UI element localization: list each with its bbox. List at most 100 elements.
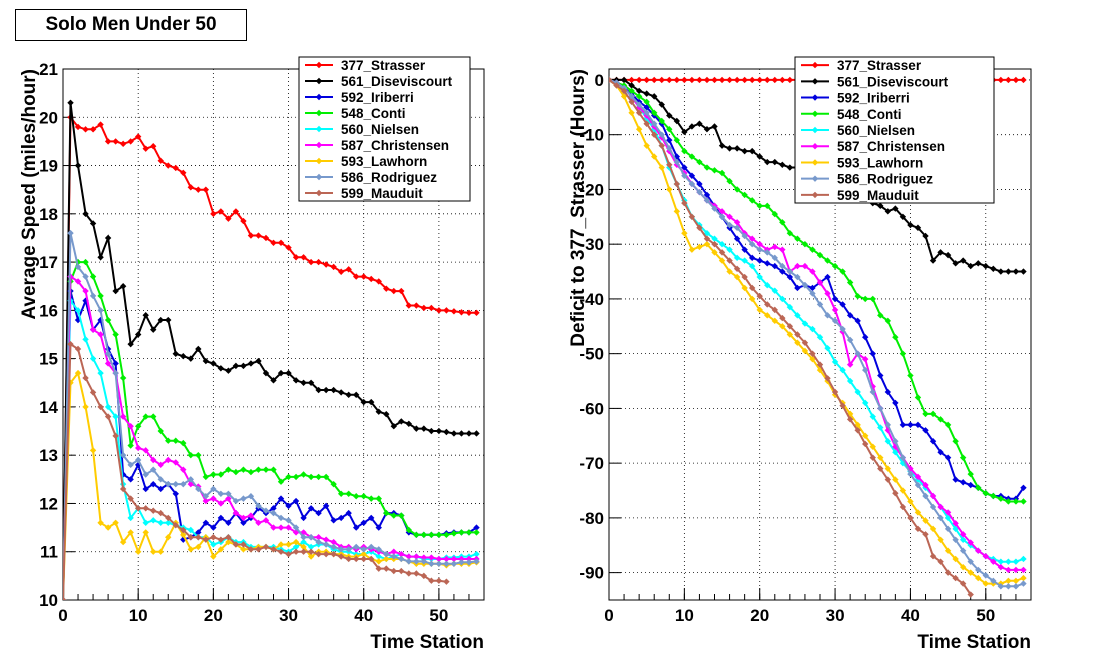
data-point xyxy=(285,473,292,481)
data-point xyxy=(643,98,650,106)
data-point xyxy=(345,546,352,553)
data-point xyxy=(165,162,172,169)
data-point xyxy=(465,309,473,316)
data-point xyxy=(360,546,367,553)
data-point xyxy=(157,316,164,324)
data-point xyxy=(262,369,270,377)
y-tick-label: 11 xyxy=(40,543,58,562)
data-point xyxy=(150,517,157,524)
data-point xyxy=(104,234,112,242)
data-point xyxy=(255,502,262,510)
legend-swatch-marker xyxy=(315,157,323,165)
data-point xyxy=(764,202,771,210)
data-point xyxy=(779,262,786,270)
data-point xyxy=(82,336,89,343)
data-point xyxy=(270,377,277,384)
data-point xyxy=(620,87,628,95)
y-tick-label: -40 xyxy=(579,290,604,309)
data-point xyxy=(89,355,97,362)
legend-entry: 592_Iriberri xyxy=(837,91,910,106)
data-point xyxy=(134,456,142,464)
data-point xyxy=(157,548,164,555)
data-point xyxy=(831,317,839,325)
data-point xyxy=(846,279,854,286)
y-axis-label: Deficit to 377_Strasser (Hours) xyxy=(568,69,589,347)
data-point xyxy=(413,425,420,432)
data-point xyxy=(764,312,771,319)
data-point xyxy=(390,287,397,295)
data-point xyxy=(428,427,435,435)
data-point xyxy=(270,505,277,512)
data-point xyxy=(300,514,307,522)
data-point xyxy=(786,331,794,338)
data-point xyxy=(352,273,360,280)
data-point xyxy=(383,550,390,558)
data-point xyxy=(899,454,907,461)
data-point xyxy=(628,87,635,95)
data-point xyxy=(990,265,997,273)
data-point xyxy=(97,292,104,300)
data-point xyxy=(217,514,225,522)
data-point xyxy=(786,323,794,330)
data-point xyxy=(240,546,247,553)
data-point xyxy=(929,438,937,445)
data-point xyxy=(180,439,187,447)
data-point xyxy=(112,331,119,338)
plot-left: 0 10 20 30 40 50101112131415161718192021Time … xyxy=(19,56,485,653)
data-point xyxy=(428,560,435,567)
data-point xyxy=(330,538,337,546)
legend-swatch-marker xyxy=(811,159,819,166)
data-point xyxy=(990,492,997,500)
data-point xyxy=(210,495,217,502)
data-point xyxy=(726,178,733,185)
data-point xyxy=(398,567,405,575)
data-point xyxy=(651,93,658,100)
legend-entry: 377_Strasser xyxy=(837,58,922,73)
data-point xyxy=(824,290,831,297)
data-point xyxy=(360,550,367,558)
data-point xyxy=(771,306,778,314)
data-point xyxy=(420,531,428,539)
data-point xyxy=(420,554,428,561)
data-point xyxy=(929,525,937,533)
data-point xyxy=(142,529,149,536)
data-point xyxy=(119,451,127,459)
data-point xyxy=(104,413,112,420)
data-point xyxy=(210,471,217,478)
data-point xyxy=(696,224,703,231)
data-point xyxy=(202,473,210,481)
data-point xyxy=(718,169,726,177)
data-point xyxy=(142,145,149,152)
data-point xyxy=(929,553,937,560)
data-point xyxy=(180,466,187,473)
data-point xyxy=(628,109,635,116)
data-point xyxy=(270,239,277,246)
data-point xyxy=(771,76,778,84)
data-point xyxy=(247,546,255,553)
data-point xyxy=(628,93,635,100)
data-point xyxy=(127,461,134,469)
data-point xyxy=(150,456,157,464)
data-point xyxy=(726,246,733,253)
data-point xyxy=(688,213,696,221)
data-point xyxy=(899,213,907,221)
data-point xyxy=(307,534,315,541)
data-point xyxy=(997,563,1005,571)
data-point xyxy=(651,120,658,127)
data-point xyxy=(944,569,952,576)
data-point xyxy=(741,257,748,264)
data-point xyxy=(413,558,420,565)
data-point xyxy=(187,534,195,541)
data-point xyxy=(345,555,352,563)
data-point xyxy=(285,517,292,524)
data-point xyxy=(240,495,247,502)
data-point xyxy=(420,304,428,312)
data-point xyxy=(718,213,726,221)
x-tick-label: 30 xyxy=(279,606,298,625)
data-point xyxy=(1005,577,1012,585)
data-point xyxy=(975,566,982,574)
data-point xyxy=(210,541,217,548)
data-point xyxy=(443,531,450,539)
data-point xyxy=(210,485,217,493)
data-point xyxy=(473,524,480,531)
